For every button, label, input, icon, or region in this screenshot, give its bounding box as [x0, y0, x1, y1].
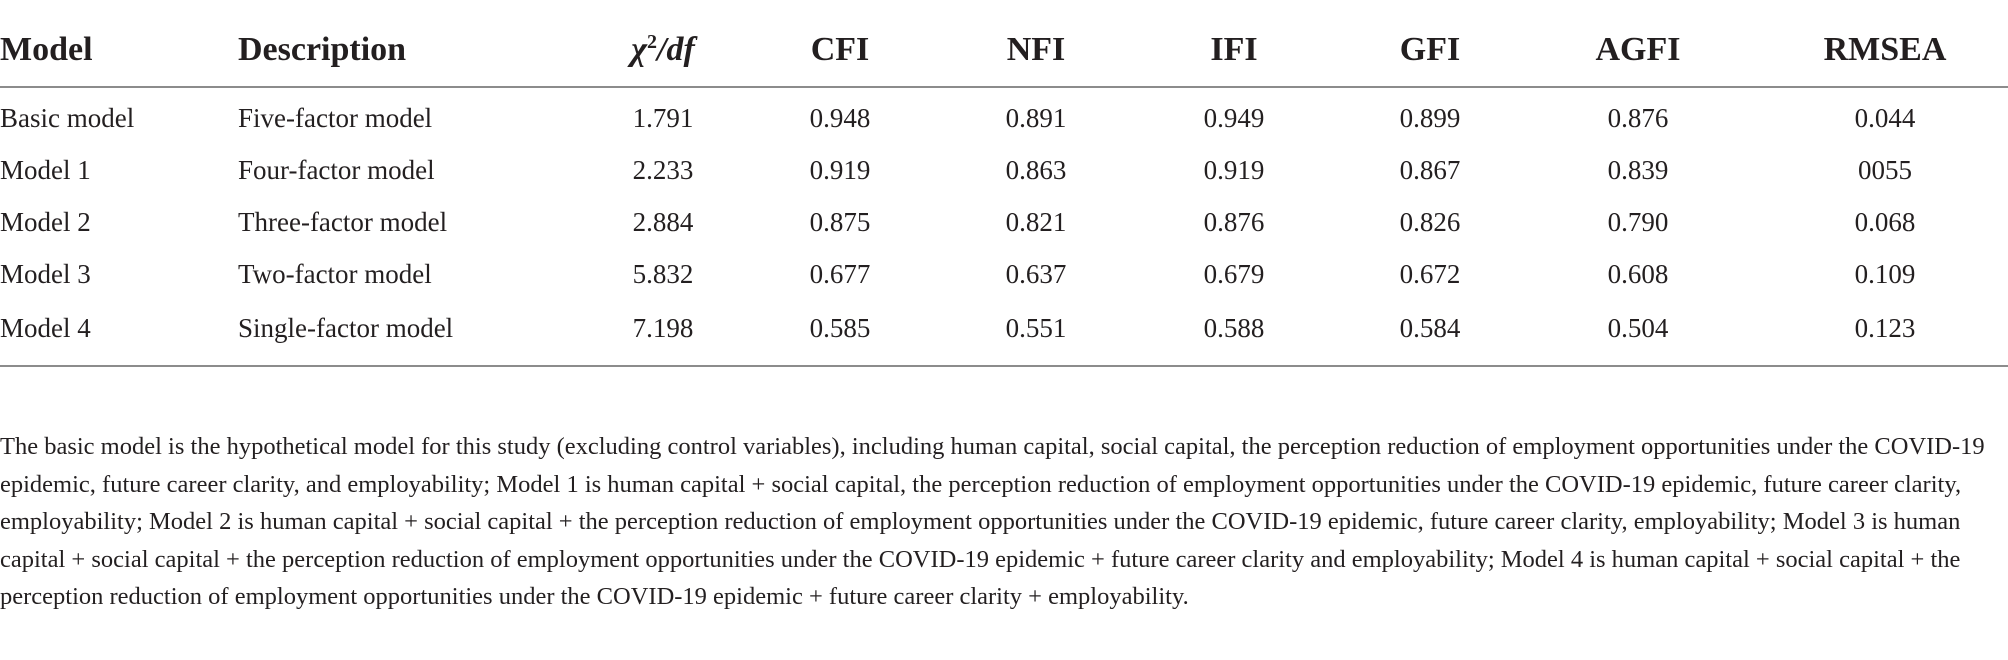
cell-gfi: 0.672: [1399, 258, 1461, 289]
cell-rmsea: 0.109: [1854, 258, 1916, 289]
cell-model: Basic model: [0, 102, 135, 133]
cell-chi-square-df: 7.198: [632, 312, 694, 343]
cell-description: Five-factor model: [238, 102, 433, 133]
table-bottom-rule: [0, 365, 2008, 367]
cell-agfi: 0.504: [1607, 312, 1669, 343]
cell-model: Model 1: [0, 154, 91, 185]
cell-cfi: 0.919: [809, 154, 871, 185]
header-nfi: NFI: [950, 14, 1122, 88]
cell-chi-square-df: 2.233: [632, 154, 694, 185]
header-ifi: IFI: [1122, 14, 1346, 88]
header-rmsea: RMSEA: [1762, 14, 2008, 88]
cell-nfi: 0.637: [1005, 258, 1067, 289]
table-row: Model 4 Single-factor model 7.198 0.585 …: [0, 300, 2008, 366]
cell-description: Four-factor model: [238, 154, 435, 185]
cell-model: Model 4: [0, 312, 91, 343]
table-header-row: Model Description χ2/df CFI NFI IFI GFI …: [0, 14, 2008, 88]
cell-rmsea: 0.123: [1854, 312, 1916, 343]
cell-cfi: 0.875: [809, 206, 871, 237]
cell-nfi: 0.891: [1005, 102, 1067, 133]
cell-cfi: 0.677: [809, 258, 871, 289]
table-row: Basic model Five-factor model 1.791 0.94…: [0, 87, 2008, 144]
cell-nfi: 0.863: [1005, 154, 1067, 185]
cell-nfi: 0.821: [1005, 206, 1067, 237]
cell-agfi: 0.876: [1607, 102, 1669, 133]
cell-agfi: 0.839: [1607, 154, 1669, 185]
cell-agfi: 0.608: [1607, 258, 1669, 289]
cell-rmsea: 0.044: [1854, 102, 1916, 133]
cell-ifi: 0.588: [1203, 312, 1265, 343]
model-fit-table: Model Description χ2/df CFI NFI IFI GFI …: [0, 14, 2008, 366]
cell-ifi: 0.679: [1203, 258, 1265, 289]
cell-cfi: 0.585: [809, 312, 871, 343]
cell-ifi: 0.949: [1203, 102, 1265, 133]
header-gfi: GFI: [1346, 14, 1514, 88]
cell-chi-square-df: 1.791: [632, 102, 694, 133]
cell-model: Model 2: [0, 206, 91, 237]
cell-description: Single-factor model: [238, 312, 454, 343]
cell-nfi: 0.551: [1005, 312, 1067, 343]
cell-gfi: 0.867: [1399, 154, 1461, 185]
header-model: Model: [0, 14, 238, 88]
table-row: Model 3 Two-factor model 5.832 0.677 0.6…: [0, 248, 2008, 300]
cell-model: Model 3: [0, 258, 91, 289]
cell-chi-square-df: 2.884: [632, 206, 694, 237]
cell-agfi: 0.790: [1607, 206, 1669, 237]
cell-chi-square-df: 5.832: [632, 258, 694, 289]
cell-gfi: 0.899: [1399, 102, 1461, 133]
cell-rmsea: 0055: [1858, 154, 1912, 185]
cell-description: Two-factor model: [238, 258, 432, 289]
table-row: Model 2 Three-factor model 2.884 0.875 0…: [0, 196, 2008, 248]
header-cfi: CFI: [730, 14, 950, 88]
cell-description: Three-factor model: [238, 206, 448, 237]
header-agfi: AGFI: [1514, 14, 1762, 88]
cell-gfi: 0.826: [1399, 206, 1461, 237]
cell-gfi: 0.584: [1399, 312, 1461, 343]
header-description: Description: [238, 14, 596, 88]
header-chi-square-df: χ2/df: [596, 14, 730, 88]
cell-ifi: 0.919: [1203, 154, 1265, 185]
cell-ifi: 0.876: [1203, 206, 1265, 237]
table-row: Model 1 Four-factor model 2.233 0.919 0.…: [0, 144, 2008, 196]
cell-rmsea: 0.068: [1854, 206, 1916, 237]
table-footnote: The basic model is the hypothetical mode…: [0, 433, 1985, 610]
cell-cfi: 0.948: [809, 102, 871, 133]
